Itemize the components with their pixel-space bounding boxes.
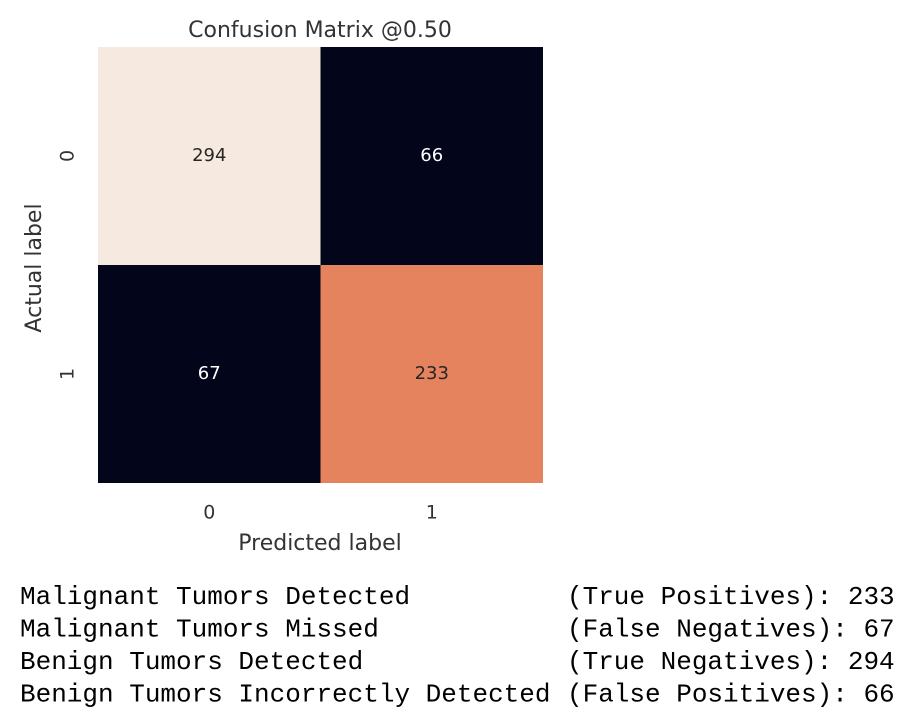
output-label: Benign Tumors Incorrectly Detected <box>20 679 551 709</box>
output-kind: (False Positives): <box>567 679 848 709</box>
output-label: Malignant Tumors Detected <box>20 582 410 612</box>
output-kind: (True Positives): <box>567 582 832 612</box>
x-tick-label: 1 <box>426 502 438 524</box>
output-kind: (False Negatives): <box>567 614 848 644</box>
x-tick-label: 0 <box>203 502 215 524</box>
heatmap-cell <box>320 265 543 483</box>
output-label: Malignant Tumors Missed <box>20 614 379 644</box>
y-tick-label: 1 <box>57 368 79 380</box>
output-value: 233 <box>848 582 895 612</box>
output-value: 66 <box>863 679 894 709</box>
cell-annotation: 294 <box>192 145 226 166</box>
output-label: Benign Tumors Detected <box>20 647 363 677</box>
chart-title: Confusion Matrix @0.50 <box>188 18 452 43</box>
x-axis-label: Predicted label <box>238 531 401 556</box>
y-tick-label: 0 <box>57 150 79 162</box>
y-axis-label: Actual label <box>22 203 47 332</box>
heatmap-cell <box>98 265 321 483</box>
cell-annotation: 66 <box>420 145 443 166</box>
cell-annotation: 233 <box>415 363 449 384</box>
heatmap-cell <box>98 47 321 265</box>
output-kind: (True Negatives): <box>567 647 832 677</box>
cell-annotation: 67 <box>198 363 221 384</box>
output-value: 67 <box>863 614 894 644</box>
output-value: 294 <box>848 647 895 677</box>
heatmap-cell <box>320 47 543 265</box>
